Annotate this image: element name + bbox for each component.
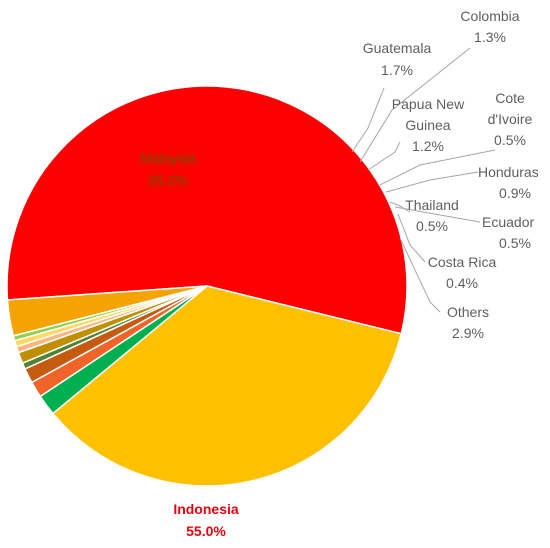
data-labels: Colombia 1.3% Guatemala 1.7% Papua New G… bbox=[140, 8, 538, 539]
leader-honduras bbox=[385, 171, 479, 193]
label-indonesia-name: Indonesia bbox=[173, 501, 239, 517]
label-png-line2: Guinea bbox=[405, 117, 450, 133]
label-cote-line2: d'Ivoire bbox=[488, 111, 533, 127]
label-malaysia-name: Malaysia bbox=[140, 150, 195, 166]
label-ecuador-pct: 0.5% bbox=[499, 235, 531, 251]
leader-lines bbox=[351, 47, 496, 313]
label-ecuador-name: Ecuador bbox=[482, 214, 534, 230]
label-honduras-name: Honduras bbox=[478, 164, 539, 180]
label-costa-rica-name: Costa Rica bbox=[428, 254, 497, 270]
leader-cote-divoire bbox=[379, 149, 496, 186]
label-guatemala-name: Guatemala bbox=[363, 40, 432, 56]
slice-malaysia bbox=[51, 285, 403, 487]
label-others-name: Others bbox=[447, 304, 489, 320]
leader-others bbox=[399, 237, 441, 313]
label-thailand-pct: 0.5% bbox=[416, 218, 448, 234]
leader-guatemala bbox=[351, 87, 385, 153]
label-thailand-name: Thailand bbox=[405, 197, 459, 213]
label-indonesia-pct: 55.0% bbox=[186, 523, 226, 539]
label-png-line1: Papua New bbox=[392, 96, 465, 112]
leader-costa-rica bbox=[397, 213, 426, 263]
label-colombia-pct: 1.3% bbox=[474, 29, 506, 45]
leader-papua-new-guinea bbox=[367, 141, 401, 171]
leader-colombia bbox=[359, 47, 471, 163]
pie-slices bbox=[6, 85, 408, 487]
label-others-pct: 2.9% bbox=[452, 325, 484, 341]
label-colombia-name: Colombia bbox=[460, 8, 519, 24]
label-png-pct: 1.2% bbox=[412, 138, 444, 154]
leader-ecuador bbox=[394, 206, 481, 223]
label-malaysia-pct: 35.2% bbox=[148, 172, 188, 188]
label-cote-pct: 0.5% bbox=[494, 132, 526, 148]
label-costa-rica-pct: 0.4% bbox=[446, 275, 478, 291]
leader-thailand bbox=[389, 201, 411, 213]
label-guatemala-pct: 1.7% bbox=[381, 62, 413, 78]
slice-indonesia bbox=[6, 85, 408, 335]
label-cote-line1: Cote bbox=[495, 90, 525, 106]
label-honduras-pct: 0.9% bbox=[499, 185, 531, 201]
slice-others bbox=[6, 285, 208, 337]
